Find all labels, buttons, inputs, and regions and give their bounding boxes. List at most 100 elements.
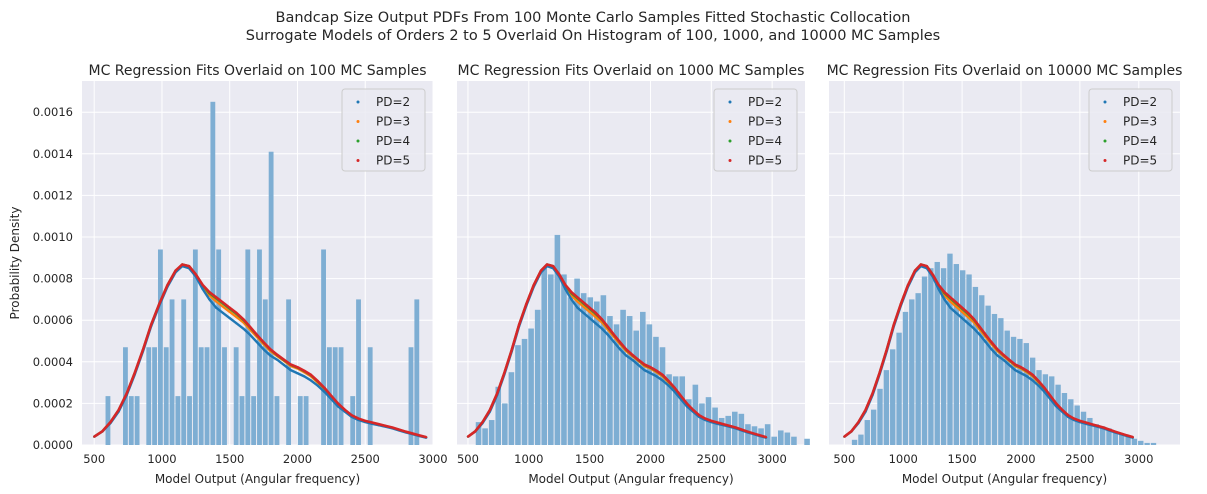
- x-tick-labels: 500 1000 1500 2000 2500 3000: [457, 452, 787, 466]
- x-tick-label: 3000: [758, 452, 787, 466]
- point-pd5: [117, 408, 120, 412]
- histogram-bar: [909, 299, 915, 445]
- histogram-bar: [998, 318, 1004, 445]
- point-pd5: [474, 430, 477, 433]
- point-pd5: [1002, 353, 1005, 356]
- point-pd5: [576, 296, 579, 299]
- legend-marker: [356, 100, 360, 104]
- x-tick-label: 500: [457, 452, 479, 466]
- point-pd5: [892, 323, 895, 326]
- point-pd2: [1025, 375, 1028, 378]
- point-pd2: [282, 363, 286, 367]
- point-pd2: [296, 372, 299, 375]
- point-pd2: [276, 358, 279, 361]
- point-pd5: [377, 423, 380, 426]
- histogram-bar: [991, 313, 998, 445]
- histogram-bar: [1042, 374, 1049, 445]
- point-pd3: [960, 310, 964, 313]
- point-pd5: [357, 417, 360, 420]
- legend-label: PD=4: [1123, 134, 1157, 148]
- histogram-bar: [1093, 424, 1099, 445]
- point-pd5: [1043, 386, 1046, 390]
- legend-label: PD=3: [376, 115, 410, 129]
- legend-marker: [356, 139, 360, 143]
- point-pd5: [496, 392, 499, 395]
- point-pd3: [576, 300, 579, 303]
- point-pd2: [330, 398, 333, 401]
- point-pd2: [643, 369, 646, 372]
- histogram-bar: [659, 347, 666, 445]
- legend-label: PD=2: [1123, 95, 1157, 109]
- point-pd5: [539, 269, 543, 272]
- legend-item-pd4: PD=4: [728, 134, 782, 148]
- point-pd5: [235, 311, 238, 315]
- point-pd5: [101, 430, 104, 433]
- point-pd2: [1014, 369, 1017, 372]
- point-pd2: [1037, 384, 1040, 387]
- histogram-bar: [928, 268, 934, 445]
- histogram-bar: [784, 432, 791, 445]
- histogram-bar: [851, 439, 858, 445]
- point-pd5: [710, 419, 713, 422]
- point-pd5: [510, 348, 513, 351]
- legend-label: PD=5: [1123, 154, 1157, 168]
- histogram-bar: [163, 347, 169, 445]
- point-pd3: [221, 305, 225, 308]
- point-pd5: [532, 284, 535, 287]
- point-pd2: [661, 379, 664, 382]
- histogram-bar: [274, 396, 280, 445]
- point-pd2: [242, 327, 245, 330]
- point-pd5: [871, 392, 874, 395]
- legend: PD=2 PD=3 PD=4 PD=5: [341, 88, 426, 172]
- point-pd5: [1125, 434, 1129, 437]
- histogram-bar: [233, 347, 239, 445]
- histogram-bar: [712, 407, 718, 445]
- point-pd5: [466, 435, 470, 438]
- histogram-bar: [515, 345, 521, 445]
- legend-label: PD=3: [748, 115, 782, 129]
- point-pd5: [208, 291, 211, 294]
- subplot-3: 500 1000 1500 2000 2500 3000 Model Output (Ang…: [827, 63, 1183, 486]
- point-pd2: [673, 390, 676, 394]
- histogram-bar: [594, 301, 600, 445]
- point-pd5: [1108, 428, 1111, 431]
- legend-box: [713, 88, 798, 172]
- y-tick-label: 0.0010: [33, 230, 73, 244]
- point-pd5: [1031, 373, 1034, 377]
- point-pd5: [215, 296, 218, 299]
- point-pd5: [564, 283, 567, 286]
- point-pd5: [337, 402, 340, 405]
- legend-item-pd3: PD=3: [1103, 115, 1157, 129]
- point-pd5: [269, 348, 272, 351]
- point-pd5: [643, 363, 646, 366]
- point-pd5: [552, 265, 555, 268]
- histogram-bar: [626, 316, 633, 445]
- histogram-bar: [1119, 434, 1125, 445]
- point-pd2: [201, 287, 204, 291]
- legend-box: [341, 88, 426, 172]
- point-pd5: [850, 430, 853, 433]
- point-pd3: [235, 315, 238, 319]
- histogram-bar: [239, 396, 245, 445]
- point-pd5: [384, 424, 387, 427]
- legend: PD=2 PD=3 PD=4 PD=5: [713, 88, 798, 172]
- subplots: 500 1000 1500 2000 2500 30000.00000.00020.000…: [8, 63, 1182, 486]
- point-pd5: [625, 348, 628, 351]
- histogram-bar: [488, 420, 495, 445]
- point-pd5: [612, 333, 616, 336]
- point-pd5: [878, 371, 881, 374]
- point-pd3: [966, 315, 970, 319]
- histogram-bar: [679, 376, 686, 445]
- histogram-bar: [204, 347, 210, 445]
- histogram-bar: [771, 436, 778, 445]
- point-pd5: [1067, 414, 1070, 417]
- point-pd5: [364, 419, 367, 422]
- point-pd5: [1114, 430, 1117, 433]
- histogram-bar: [548, 274, 554, 445]
- histogram-bar: [791, 436, 797, 445]
- histogram-bar: [1004, 330, 1010, 445]
- x-tick-label: 3000: [1124, 452, 1153, 466]
- legend-label: PD=3: [1123, 115, 1157, 129]
- histogram-bar: [1061, 393, 1068, 445]
- histogram-bar: [414, 299, 420, 445]
